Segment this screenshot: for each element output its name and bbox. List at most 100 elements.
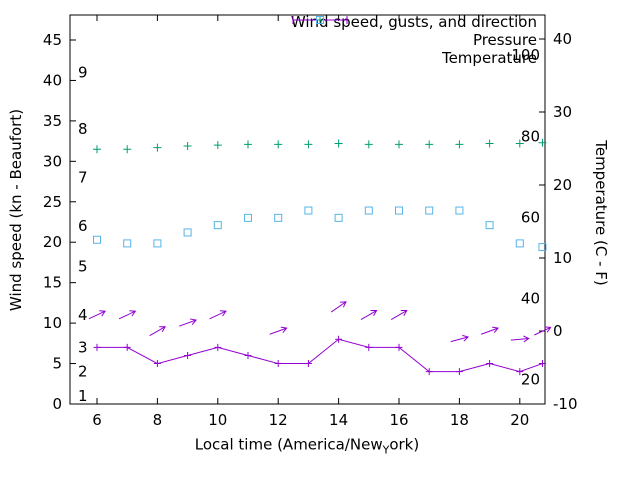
wind-speed-point [93, 343, 101, 351]
temperature-point [244, 213, 252, 222]
temperature-point [364, 206, 373, 215]
left-tick-label: 25 [43, 193, 62, 211]
beaufort-label: 6 [78, 217, 88, 235]
right-tick-label: 30 [553, 103, 572, 121]
temperature-point [153, 239, 162, 248]
x-axis-title-suffix: ork) [389, 435, 420, 454]
wind-speed-point [123, 343, 131, 351]
wind-direction-arrow [178, 318, 198, 327]
left-tick-label: 30 [43, 152, 62, 170]
temperature-point [123, 239, 132, 248]
wind-speed-point [244, 351, 252, 359]
fahrenheit-label: 60 [521, 208, 540, 226]
wind-direction-arrow [390, 310, 408, 320]
wind-speed-line [97, 338, 543, 373]
beaufort-label: 4 [78, 306, 88, 324]
pressure-point [395, 140, 403, 149]
right-tick-label: 0 [553, 322, 563, 340]
temperature-point [274, 213, 283, 222]
wind-speed-point [516, 368, 524, 376]
left-tick-label: 45 [43, 31, 62, 49]
wind-speed-point [395, 343, 403, 351]
left-tick-label: 15 [43, 274, 62, 292]
legend-row-temperature: Temperature [291, 16, 545, 67]
wind-speed-point [153, 360, 161, 368]
wind-speed-point [455, 368, 463, 376]
wind-direction-arrow [360, 310, 378, 320]
beaufort-label: 3 [78, 338, 88, 356]
left-tick-label: 40 [43, 71, 62, 89]
right-axis-title: Temperature (C - F) [592, 140, 610, 286]
right-tick-label: -10 [553, 395, 578, 413]
pressure-point [538, 138, 547, 147]
pressure-sample-icon [315, 16, 324, 24]
pressure-point [425, 140, 434, 149]
wind-direction-arrow [510, 335, 530, 343]
wind-speed-point [335, 335, 343, 343]
wind-speed-point [365, 343, 373, 351]
wind-direction-arrow [450, 334, 470, 343]
plot-border [69, 14, 546, 405]
pressure-point [244, 140, 252, 149]
x-tick-label: 16 [389, 411, 408, 429]
wind-direction-arrow [209, 310, 227, 320]
temperature-point [485, 221, 494, 230]
pressure-point [485, 139, 494, 148]
pressure-point [334, 139, 343, 148]
legend-label-pressure: Pressure [472, 31, 537, 49]
pressure-point [93, 145, 101, 154]
right-tick-label: 40 [553, 30, 572, 48]
x-tick-label: 10 [208, 411, 227, 429]
temperature-point [93, 235, 101, 244]
left-tick-label: 5 [52, 355, 62, 373]
fahrenheit-label: 20 [521, 371, 540, 389]
pressure-point [183, 141, 192, 150]
wind-direction-arrow [118, 310, 137, 320]
wind-speed-point [425, 368, 433, 376]
fahrenheit-label: 100 [511, 46, 540, 64]
wind-speed-point [304, 360, 312, 368]
left-axis-title: Wind speed (kn - Beaufort) [7, 108, 25, 312]
left-tick-label: 35 [43, 112, 62, 130]
wind-speed-point [184, 351, 192, 359]
wind-direction-arrow [330, 301, 347, 313]
temperature-point [183, 228, 192, 237]
wind-speed-point [274, 360, 282, 368]
x-tick-label: 14 [329, 411, 348, 429]
temperature-point [395, 206, 403, 215]
temperature-point [538, 243, 547, 252]
beaufort-label: 1 [78, 387, 88, 405]
pressure-point [304, 140, 313, 149]
pressure-point [213, 141, 222, 150]
x-tick-label: 20 [510, 411, 529, 429]
temperature-point [213, 221, 222, 230]
temperature-point [334, 213, 343, 222]
legend: Wind speed, gusts, and direction Pressur… [291, 13, 545, 67]
x-axis-title: Local time (America/NewYork) [195, 436, 419, 457]
wind-speed-point [538, 360, 546, 368]
beaufort-label: 9 [78, 63, 88, 81]
temperature-point [425, 206, 434, 215]
wind-direction-arrow [88, 310, 107, 320]
temperature-sample-icon [315, 16, 324, 24]
x-tick-label: 18 [450, 411, 469, 429]
pressure-point [153, 143, 162, 152]
left-tick-label: 0 [52, 395, 62, 413]
right-tick-label: 20 [553, 176, 572, 194]
beaufort-label: 2 [78, 363, 88, 381]
pressure-point [364, 140, 373, 149]
legend-label-wind: Wind speed, gusts, and direction [290, 13, 537, 31]
x-tick-label: 6 [92, 411, 102, 429]
temperature-point [455, 206, 464, 215]
wind-direction-arrow [269, 326, 288, 335]
wind-direction-arrow [534, 326, 552, 336]
wind-direction-arrow [149, 326, 167, 337]
pressure-point [274, 140, 283, 149]
x-tick-label: 12 [269, 411, 288, 429]
fahrenheit-label: 40 [521, 290, 540, 308]
temperature-point [304, 206, 313, 215]
x-axis-title-subscript: Y [382, 443, 390, 457]
wind-speed-point [486, 360, 494, 368]
